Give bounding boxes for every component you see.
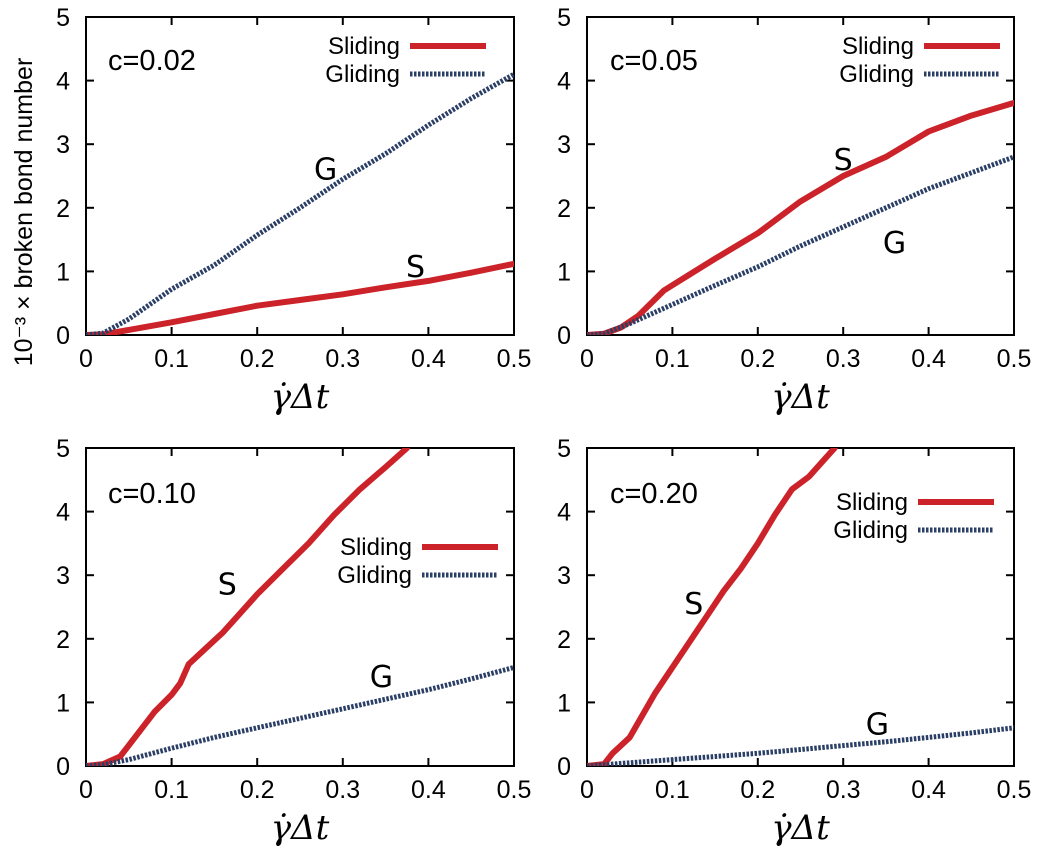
curve-annotation: S — [218, 568, 237, 603]
y-axis-label: 10⁻³ × broken bond number — [10, 58, 38, 367]
x-tick-label: 0.3 — [826, 776, 861, 804]
series-line-sliding — [86, 260, 514, 335]
y-tick-label: 3 — [557, 131, 571, 159]
y-tick-label: 0 — [557, 753, 571, 781]
x-tick-label: 0.1 — [154, 345, 189, 373]
curve-annotation: S — [406, 250, 425, 285]
x-axis-label: γ̇Δt — [271, 808, 330, 848]
y-tick-label: 2 — [56, 195, 70, 223]
panel-label: c=0.10 — [108, 478, 196, 510]
x-tick-label: 0.3 — [325, 345, 360, 373]
panel-label: c=0.05 — [610, 45, 698, 77]
plot-frame — [85, 447, 515, 767]
legend-label-sliding: Sliding — [842, 33, 914, 60]
series-line-gliding — [86, 72, 514, 335]
legend-label-sliding: Sliding — [836, 489, 908, 516]
y-tick-label: 4 — [56, 68, 70, 96]
curve-annotation: G — [883, 226, 906, 261]
curve-annotation: G — [866, 708, 889, 743]
x-tick-label: 0.3 — [325, 776, 360, 804]
curve-annotation: G — [370, 660, 393, 695]
series-group — [86, 72, 514, 335]
series-line-gliding — [86, 664, 514, 766]
legend-label-gliding: Gliding — [325, 61, 400, 88]
y-tick-label: 5 — [557, 435, 571, 463]
panel-label: c=0.02 — [108, 45, 196, 77]
series-group — [587, 99, 1014, 335]
series-line-sliding — [587, 448, 838, 766]
curve-annotation: S — [684, 587, 703, 622]
plot-frame — [586, 16, 1015, 336]
x-axis-label: γ̇Δt — [771, 377, 830, 417]
y-tick-label: 0 — [56, 753, 70, 781]
y-tick-label: 5 — [56, 435, 70, 463]
y-tick-label: 4 — [557, 499, 571, 527]
y-tick-label: 0 — [557, 322, 571, 350]
x-tick-label: 0.4 — [911, 776, 946, 804]
x-tick-label: 0 — [580, 345, 594, 373]
y-tick-label: 1 — [56, 258, 70, 286]
y-tick-label: 3 — [56, 562, 70, 590]
x-tick-label: 0.3 — [826, 345, 861, 373]
y-tick-label: 5 — [557, 4, 571, 32]
x-axis-label: γ̇Δt — [771, 808, 830, 848]
series-line-sliding — [587, 99, 1014, 335]
y-tick-label: 2 — [557, 626, 571, 654]
x-tick-label: 0.4 — [411, 345, 446, 373]
y-tick-label: 1 — [56, 689, 70, 717]
legend-label-sliding: Sliding — [340, 534, 412, 561]
y-tick-label: 2 — [56, 626, 70, 654]
y-tick-label: 0 — [56, 322, 70, 350]
x-tick-label: 0.2 — [240, 345, 275, 373]
legend-label-gliding: Gliding — [337, 562, 412, 589]
x-tick-label: 0.5 — [997, 345, 1032, 373]
plot-frame — [85, 16, 515, 336]
series-group — [86, 448, 514, 766]
y-tick-label: 1 — [557, 258, 571, 286]
series-line-gliding — [587, 154, 1014, 335]
x-tick-label: 0.1 — [655, 776, 690, 804]
x-tick-label: 0.5 — [997, 776, 1032, 804]
x-tick-label: 0.1 — [655, 345, 690, 373]
curve-annotation: G — [314, 153, 337, 188]
x-tick-label: 0 — [79, 776, 93, 804]
y-tick-label: 4 — [56, 499, 70, 527]
x-tick-label: 0 — [79, 345, 93, 373]
series-group — [587, 448, 1014, 766]
x-tick-label: 0.2 — [240, 776, 275, 804]
series-line-gliding — [587, 725, 1014, 766]
y-tick-label: 4 — [557, 68, 571, 96]
curve-annotation: S — [834, 143, 853, 178]
panel-c-0.10: 0 0.1 0.2 0.3 0.4 0.5012345γ̇Δtc=0.10SlidingG… — [56, 435, 531, 848]
x-tick-label: 0.5 — [497, 345, 532, 373]
y-tick-label: 2 — [557, 195, 571, 223]
legend-label-gliding: Gliding — [839, 61, 914, 88]
series-line-sliding — [86, 448, 410, 766]
y-tick-label: 5 — [56, 4, 70, 32]
x-tick-label: 0.2 — [740, 776, 775, 804]
x-tick-label: 0.5 — [497, 776, 532, 804]
plot-frame — [586, 447, 1015, 767]
panel-label: c=0.20 — [610, 478, 698, 510]
y-tick-label: 3 — [557, 562, 571, 590]
legend-label-sliding: Sliding — [328, 33, 400, 60]
legend-label-gliding: Gliding — [833, 517, 908, 544]
x-axis-label: γ̇Δt — [271, 377, 330, 417]
x-tick-label: 0.1 — [154, 776, 189, 804]
x-tick-label: 0.4 — [911, 345, 946, 373]
x-tick-label: 0.2 — [740, 345, 775, 373]
x-tick-label: 0 — [580, 776, 594, 804]
x-tick-label: 0.4 — [411, 776, 446, 804]
y-tick-label: 3 — [56, 131, 70, 159]
y-tick-label: 1 — [557, 689, 571, 717]
